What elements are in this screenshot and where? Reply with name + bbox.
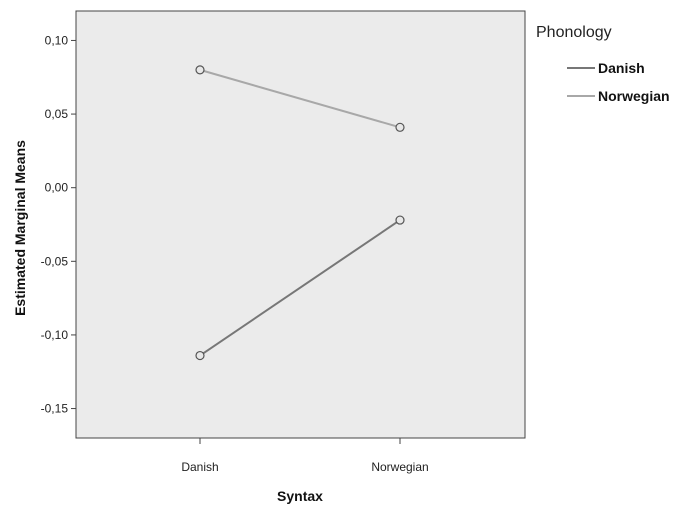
x-tick-label: Danish	[181, 460, 218, 474]
series-line-norwegian	[199, 68, 401, 129]
legend-title: Phonology	[536, 24, 612, 41]
data-point-norwegian	[395, 122, 405, 132]
x-axis: Danish Norwegian	[181, 438, 429, 474]
x-axis-title: Syntax	[277, 488, 323, 504]
y-tick-label: 0,10	[45, 33, 69, 47]
plot-area	[75, 10, 526, 439]
y-tick-label: -0,05	[41, 254, 69, 268]
y-axis-title: Estimated Marginal Means	[12, 140, 28, 316]
y-tick-label: -0,10	[41, 328, 69, 342]
y-axis: 0,10 0,05 0,00 -0,05 -0,10 -0,15	[41, 33, 76, 416]
legend-label-norwegian: Norwegian	[598, 88, 670, 104]
x-tick-label: Norwegian	[371, 460, 428, 474]
series-line-danish	[199, 219, 401, 357]
series-layer	[195, 65, 405, 361]
y-tick-label: 0,00	[45, 181, 69, 195]
data-point-danish	[395, 215, 405, 225]
legend-label-danish: Danish	[598, 60, 645, 76]
data-point-norwegian	[195, 65, 205, 75]
y-tick-label: -0,15	[41, 402, 69, 416]
y-tick-label: 0,05	[45, 107, 69, 121]
legend: Phonology Danish Norwegian	[536, 24, 670, 104]
data-point-danish	[195, 350, 205, 361]
